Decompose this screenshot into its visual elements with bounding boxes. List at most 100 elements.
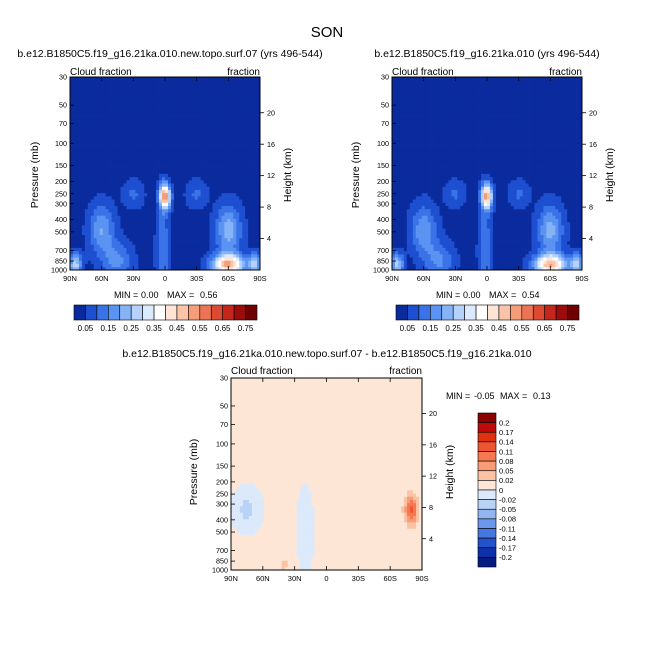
field-cell <box>162 192 166 197</box>
field-cell <box>469 263 473 268</box>
field-cell <box>487 231 491 235</box>
field-cell <box>221 196 225 200</box>
field-cell <box>138 228 142 232</box>
field-cell <box>484 234 488 239</box>
field-cell <box>224 144 228 149</box>
field-cell <box>239 83 243 87</box>
field-cell <box>162 134 166 139</box>
field-cell <box>478 263 482 268</box>
field-cell <box>400 221 405 226</box>
field-cell <box>194 160 199 165</box>
field-cell <box>75 163 80 168</box>
field-cell <box>78 253 83 258</box>
field-cell <box>498 247 503 252</box>
field-cell <box>144 77 148 81</box>
field-cell <box>230 96 234 100</box>
field-cell <box>81 77 86 81</box>
field-cell <box>75 250 80 255</box>
field-cell <box>540 215 544 219</box>
field-cell <box>165 237 169 242</box>
field-cell <box>176 179 181 184</box>
field-cell <box>248 112 252 116</box>
field-cell <box>537 218 541 223</box>
field-cell <box>70 176 74 181</box>
field-cell <box>105 109 109 113</box>
field-cell <box>87 160 92 165</box>
field-cell <box>251 144 255 149</box>
field-cell <box>236 115 240 120</box>
field-cell <box>230 89 234 94</box>
field-cell <box>400 237 405 242</box>
field-cell <box>75 86 80 91</box>
field-cell <box>239 147 243 152</box>
field-cell <box>87 80 92 84</box>
field-cell <box>579 257 583 261</box>
field-cell <box>102 237 106 242</box>
field-cell <box>72 115 77 120</box>
field-cell <box>579 221 583 226</box>
field-cell <box>81 115 86 120</box>
field-cell <box>224 109 228 113</box>
field-cell <box>549 237 553 242</box>
field-cell <box>522 263 526 268</box>
field-cell <box>123 134 127 139</box>
field-cell <box>99 263 104 268</box>
field-cell <box>167 112 172 116</box>
field-cell <box>159 102 163 107</box>
field-cell <box>159 144 163 149</box>
field-cell <box>430 250 434 255</box>
field-cell <box>153 160 157 165</box>
field-cell <box>102 163 106 168</box>
field-cell <box>254 215 258 219</box>
field-cell <box>147 228 151 232</box>
field-cell <box>245 244 249 248</box>
field-cell <box>90 208 95 213</box>
field-cell <box>239 266 243 271</box>
field-cell <box>102 83 106 87</box>
field-cell <box>510 266 515 271</box>
field-cell <box>203 80 207 84</box>
field-cell <box>147 131 151 136</box>
field-cell <box>117 189 121 194</box>
field-cell <box>141 138 145 142</box>
field-cell <box>209 93 213 97</box>
field-cell <box>576 266 580 271</box>
field-cell <box>87 112 92 116</box>
field-cell <box>466 263 470 268</box>
field-cell <box>412 218 417 223</box>
field-cell <box>400 228 405 232</box>
field-cell <box>484 237 488 242</box>
field-cell <box>99 228 104 232</box>
field-cell <box>233 77 237 81</box>
field-cell <box>144 141 148 145</box>
field-cell <box>245 257 249 261</box>
field-cell <box>570 234 574 239</box>
field-cell <box>421 250 426 255</box>
field-cell <box>218 196 222 200</box>
field-cell <box>123 250 127 255</box>
field-cell <box>224 221 228 226</box>
field-cell <box>93 131 98 136</box>
field-cell <box>248 109 252 113</box>
field-cell <box>525 221 529 226</box>
field-cell <box>501 244 506 248</box>
field-cell <box>245 99 249 104</box>
field-cell <box>182 99 187 104</box>
field-cell <box>144 105 148 110</box>
field-cell <box>209 99 213 104</box>
field-cell <box>498 237 503 242</box>
field-cell <box>185 89 190 94</box>
field-cell <box>123 241 127 245</box>
field-cell <box>159 253 163 258</box>
field-cell <box>558 231 562 235</box>
field-cell <box>84 189 89 194</box>
field-cell <box>84 266 89 271</box>
field-cell <box>546 228 550 232</box>
field-cell <box>430 247 434 252</box>
field-cell <box>466 237 470 242</box>
field-cell <box>406 241 411 245</box>
field-cell <box>159 244 163 248</box>
field-cell <box>236 228 240 232</box>
field-cell <box>72 192 77 197</box>
field-cell <box>114 199 118 203</box>
